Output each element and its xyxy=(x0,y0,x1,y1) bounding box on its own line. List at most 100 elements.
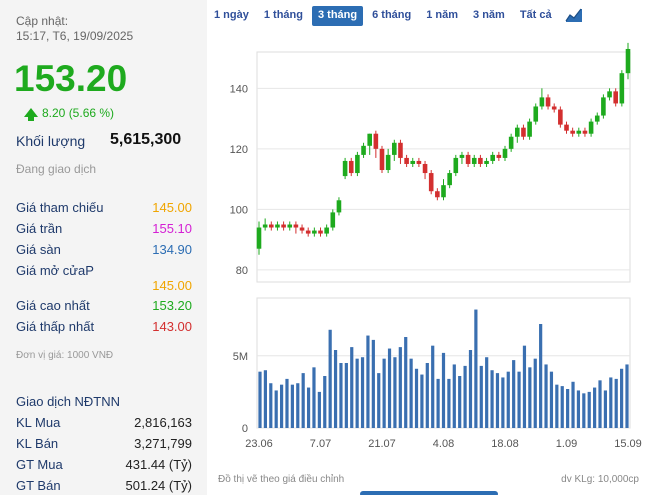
volume-bar xyxy=(398,347,402,428)
stat-low-price: Giá thấp nhất 143.00 xyxy=(16,319,192,337)
volume-bar xyxy=(620,368,624,428)
volume-bar xyxy=(614,378,618,428)
volume-bar xyxy=(533,358,537,428)
quote-panel: Cập nhật: 15:17, T6, 19/09/2025 153.20 8… xyxy=(0,0,207,495)
volume-bar xyxy=(495,373,500,428)
volume-bar xyxy=(506,371,510,428)
volume-bar xyxy=(323,376,327,428)
tab-all[interactable]: Tất cả xyxy=(519,9,552,21)
foreign-row: GT Bán 501.24 (Tỷ) xyxy=(16,478,192,495)
candle-body xyxy=(594,115,600,122)
volume-bar xyxy=(333,350,338,428)
volume-bar xyxy=(609,377,613,428)
volume-bar xyxy=(258,371,262,428)
price-unit-note: Đơn vị giá: 1000 VNĐ xyxy=(16,350,114,361)
candle-body xyxy=(312,230,317,234)
candle-body xyxy=(484,160,489,164)
volume-bar xyxy=(425,363,429,428)
volume-bar xyxy=(393,357,397,428)
volume-bar xyxy=(501,377,505,428)
volume-bar xyxy=(269,383,273,428)
stat-value: 134.90 xyxy=(152,242,192,257)
x-axis-label: 23.06 xyxy=(245,438,273,450)
volume-bar xyxy=(290,384,294,428)
stat-label: Giá thấp nhất xyxy=(16,319,95,334)
candle-body xyxy=(281,224,286,228)
price-axis-label: 120 xyxy=(230,144,248,156)
candle-body xyxy=(558,109,563,125)
volume-bar xyxy=(441,352,446,428)
foreign-value: 2,816,163 xyxy=(134,415,192,430)
candle-body xyxy=(348,160,354,174)
candle-body xyxy=(465,154,471,164)
candle-body xyxy=(447,173,452,186)
x-axis-label: 4.08 xyxy=(433,438,454,450)
candle-body xyxy=(545,97,551,107)
volume-label: Khối lượng xyxy=(16,133,86,149)
tab-1-day[interactable]: 1 ngày xyxy=(214,9,249,21)
volume-bar xyxy=(350,347,354,428)
foreign-label: GT Mua xyxy=(16,457,63,472)
candle-body xyxy=(496,154,502,158)
candle-body xyxy=(570,130,575,134)
candle-body xyxy=(392,142,397,155)
tab-6-months[interactable]: 6 tháng xyxy=(372,9,412,21)
candle-body xyxy=(404,157,409,164)
candle-body xyxy=(367,133,372,146)
candle-body xyxy=(336,200,342,213)
tab-1-month[interactable]: 1 tháng xyxy=(263,9,303,21)
volume-bar xyxy=(328,329,332,428)
candle-body xyxy=(361,145,366,155)
candle-body xyxy=(275,224,280,228)
candle-body xyxy=(502,148,508,158)
volume-bar xyxy=(522,345,527,428)
volume-bar xyxy=(409,358,413,428)
stat-label: Giá cao nhất xyxy=(16,298,90,313)
stat-open-price: Giá mở cửaP 145.00 xyxy=(16,263,192,299)
candle-body xyxy=(588,121,594,134)
price-axis-label: 80 xyxy=(236,265,248,277)
volume-bar xyxy=(566,389,570,428)
volume-bar xyxy=(544,364,548,428)
candle-body xyxy=(453,157,459,174)
tab-1-year[interactable]: 1 năm xyxy=(426,9,459,21)
trading-status: Đang giao dịch xyxy=(16,162,97,176)
volume-bar xyxy=(593,387,597,428)
candle-body xyxy=(435,191,440,198)
price-axis-label: 140 xyxy=(230,83,248,95)
volume-bar xyxy=(274,390,278,428)
volume-axis-label: 5M xyxy=(233,351,248,363)
volume-bar xyxy=(312,367,316,428)
x-axis-label: 7.07 xyxy=(310,438,331,450)
foreign-row: KL Mua 2,816,163 xyxy=(16,415,192,433)
volume-bar xyxy=(458,376,462,428)
volume-bar xyxy=(582,393,586,428)
tab-3-months[interactable]: 3 tháng xyxy=(311,6,364,26)
candle-body xyxy=(422,163,428,174)
area-chart-icon[interactable] xyxy=(564,7,583,23)
volume-bar xyxy=(377,373,381,428)
candle-body xyxy=(428,173,434,192)
candle-body xyxy=(564,124,569,131)
volume-bar xyxy=(474,309,478,428)
bottom-button-edge[interactable] xyxy=(360,491,498,495)
volume-bar xyxy=(571,381,575,428)
stat-label: Giá trần xyxy=(16,221,63,236)
volume-bar xyxy=(598,380,602,428)
volume-bar xyxy=(387,348,392,428)
volume-bar xyxy=(263,370,267,428)
foreign-value: 431.44 (Tỷ) xyxy=(125,457,192,472)
volume-bar xyxy=(452,364,456,428)
foreign-value: 3,271,799 xyxy=(134,436,192,451)
volume-bar xyxy=(285,378,289,428)
stat-label: Giá mở cửaP xyxy=(16,263,94,278)
price-change-value: 8.20 (5.66 %) xyxy=(42,106,115,120)
volume-bar xyxy=(549,371,554,428)
volume-bar xyxy=(355,358,359,428)
foreign-row: KL Bán 3,271,799 xyxy=(16,436,192,454)
volume-bar xyxy=(339,363,343,428)
tab-3-years[interactable]: 3 năm xyxy=(473,9,505,21)
candle-body xyxy=(373,133,379,149)
volume-unit-note: dv KLg: 10,000cp xyxy=(561,474,639,485)
stat-label: Giá sàn xyxy=(16,242,61,257)
